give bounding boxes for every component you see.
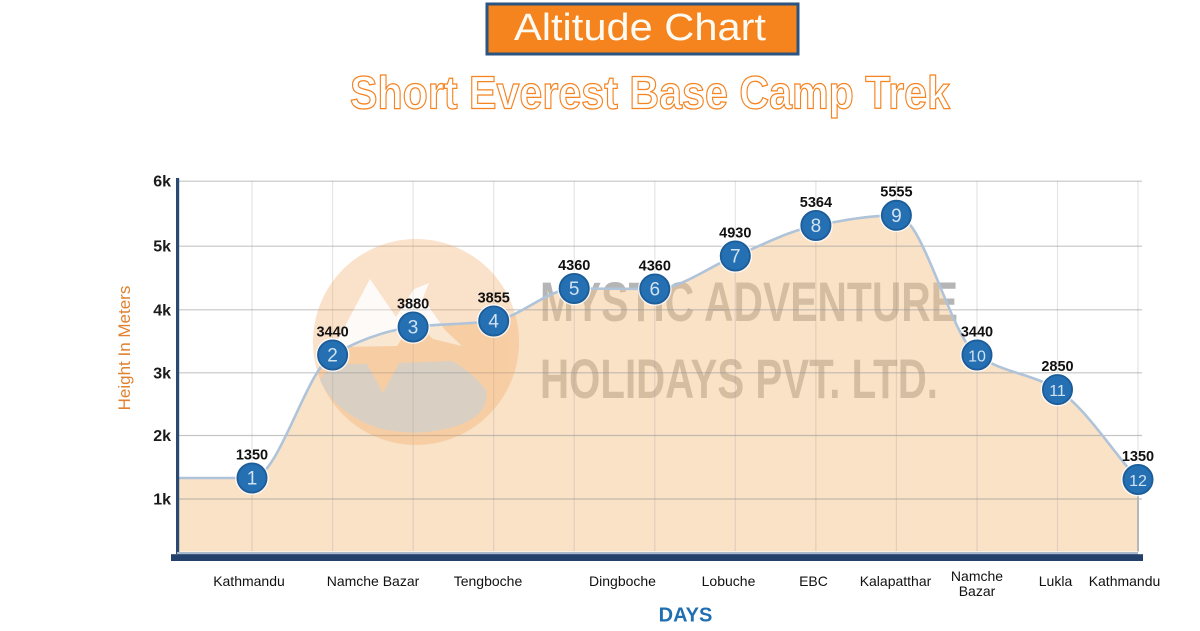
- svg-text:3k: 3k: [153, 365, 171, 382]
- svg-text:Short Everest Base Camp Trek: Short Everest Base Camp Trek: [350, 67, 950, 119]
- svg-text:4930: 4930: [719, 225, 751, 241]
- svg-text:Namche: Namche: [951, 568, 1003, 584]
- svg-text:7: 7: [730, 247, 741, 268]
- svg-text:9: 9: [891, 206, 902, 227]
- svg-text:4: 4: [488, 312, 499, 333]
- svg-text:1350: 1350: [236, 447, 268, 463]
- svg-text:5364: 5364: [800, 195, 832, 211]
- svg-text:Lukla: Lukla: [1039, 573, 1073, 589]
- svg-text:10: 10: [968, 349, 986, 366]
- svg-text:Altitude Chart: Altitude Chart: [514, 7, 766, 49]
- svg-text:12: 12: [1129, 473, 1147, 490]
- svg-text:2850: 2850: [1041, 359, 1073, 375]
- svg-text:1: 1: [247, 469, 258, 490]
- svg-text:4k: 4k: [153, 302, 171, 319]
- svg-text:1k: 1k: [153, 492, 171, 509]
- svg-text:3855: 3855: [478, 290, 510, 306]
- svg-text:Kathmandu: Kathmandu: [1089, 573, 1161, 589]
- svg-text:3880: 3880: [397, 296, 429, 312]
- svg-text:4360: 4360: [639, 258, 671, 274]
- svg-text:4360: 4360: [558, 258, 590, 274]
- svg-text:3440: 3440: [316, 324, 348, 340]
- svg-text:5k: 5k: [153, 239, 171, 256]
- svg-text:2: 2: [327, 346, 338, 367]
- svg-text:5555: 5555: [880, 185, 912, 201]
- svg-text:1350: 1350: [1122, 449, 1154, 465]
- svg-text:Dingboche: Dingboche: [589, 573, 656, 589]
- svg-text:6: 6: [650, 280, 661, 301]
- svg-text:5: 5: [569, 279, 580, 300]
- svg-text:3: 3: [408, 318, 419, 339]
- svg-text:Kalapatthar: Kalapatthar: [860, 573, 932, 589]
- svg-text:EBC: EBC: [799, 573, 828, 589]
- svg-text:Tengboche: Tengboche: [454, 573, 523, 589]
- svg-text:Namche Bazar: Namche Bazar: [327, 573, 420, 589]
- svg-text:Bazar: Bazar: [959, 583, 996, 599]
- svg-text:11: 11: [1049, 383, 1066, 400]
- svg-text:DAYS: DAYS: [659, 605, 713, 627]
- svg-text:8: 8: [811, 216, 822, 237]
- svg-text:6k: 6k: [153, 174, 171, 191]
- svg-text:Lobuche: Lobuche: [702, 573, 756, 589]
- svg-text:3440: 3440: [961, 324, 993, 340]
- svg-text:2k: 2k: [153, 428, 171, 445]
- svg-text:Kathmandu: Kathmandu: [213, 573, 285, 589]
- svg-text:Height In Meters: Height In Meters: [115, 286, 134, 411]
